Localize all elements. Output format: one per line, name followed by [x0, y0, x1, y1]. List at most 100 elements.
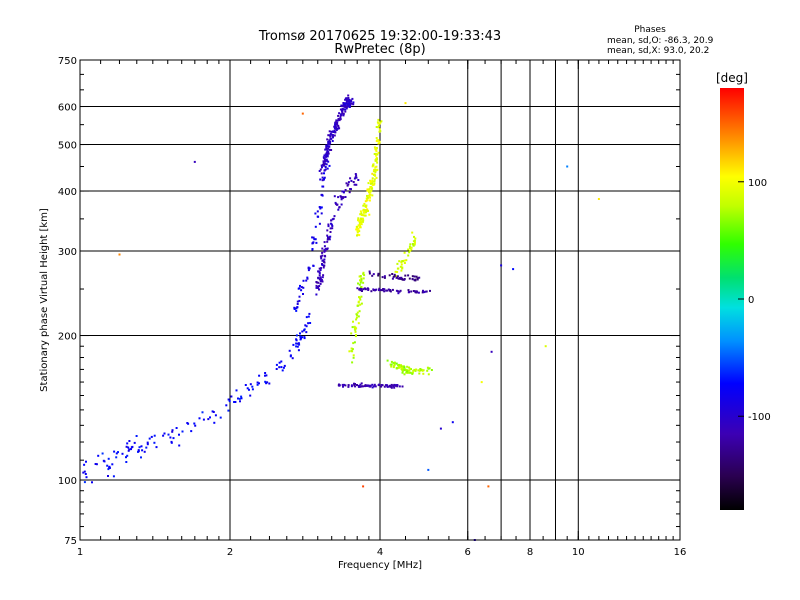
data-point: [324, 162, 327, 165]
data-point: [401, 267, 404, 270]
data-point: [355, 174, 358, 177]
data-point: [364, 384, 367, 387]
data-point: [359, 303, 362, 306]
data-point: [101, 452, 104, 455]
data-point: [336, 123, 338, 126]
data-point: [356, 287, 359, 290]
stats-o-line: mean, sd,O: -86.3, 20.9: [607, 36, 714, 46]
data-point: [343, 383, 346, 386]
data-point: [342, 105, 345, 108]
data-point: [295, 342, 298, 345]
data-point: [377, 126, 380, 129]
data-point: [125, 445, 128, 448]
data-point: [317, 287, 320, 289]
data-point: [330, 219, 333, 222]
data-point: [383, 290, 386, 293]
data-point: [321, 179, 324, 182]
data-point: [329, 137, 332, 140]
y-tick-label: 75: [64, 536, 77, 547]
data-point: [354, 330, 357, 333]
data-point: [324, 168, 327, 171]
data-point: [322, 160, 325, 163]
data-point: [403, 366, 406, 369]
data-point: [304, 324, 307, 327]
data-point: [321, 251, 324, 254]
data-point: [348, 102, 351, 105]
data-point: [121, 452, 124, 455]
data-point: [346, 105, 349, 108]
data-point: [344, 98, 347, 101]
data-point: [364, 210, 367, 213]
data-point: [307, 315, 310, 318]
data-point: [364, 211, 367, 214]
data-point: [376, 161, 379, 164]
data-point: [412, 240, 415, 243]
data-point: [357, 282, 359, 285]
data-point: [392, 361, 395, 364]
data-point: [373, 173, 376, 176]
data-point: [303, 328, 306, 331]
data-point: [360, 279, 363, 282]
data-point: [362, 214, 365, 217]
data-point: [145, 446, 148, 449]
data-point: [227, 398, 230, 401]
data-point: [360, 382, 363, 385]
data-point: [350, 100, 353, 103]
data-point: [314, 238, 317, 241]
data-point: [358, 234, 361, 237]
data-point: [360, 221, 362, 224]
colorbar-tick-label: -100: [748, 412, 771, 423]
data-point: [344, 384, 347, 387]
data-point: [331, 218, 334, 221]
data-point: [418, 276, 421, 279]
data-point: [355, 228, 358, 231]
data-point: [352, 342, 355, 345]
data-point: [371, 187, 374, 190]
data-point: [396, 385, 399, 388]
data-point: [500, 264, 503, 267]
data-point: [359, 223, 362, 225]
data-point: [335, 203, 338, 206]
data-point: [364, 209, 367, 212]
data-point: [302, 293, 304, 295]
data-point: [321, 276, 324, 279]
data-point: [118, 253, 121, 256]
data-point: [358, 296, 361, 299]
data-point: [339, 118, 342, 121]
data-point: [356, 225, 359, 228]
data-point: [395, 276, 398, 279]
data-point: [373, 178, 376, 181]
data-point: [408, 277, 411, 280]
data-point: [414, 241, 416, 244]
data-point: [314, 225, 317, 228]
data-point: [297, 349, 300, 352]
data-point: [301, 330, 304, 333]
data-point: [374, 159, 377, 162]
data-point: [296, 303, 299, 305]
data-point: [347, 181, 350, 184]
chart-subtitle: RwPretec (8p): [334, 42, 425, 57]
x-tick-label: 1: [77, 547, 83, 558]
data-point: [275, 363, 278, 366]
data-point: [342, 114, 345, 117]
data-point: [357, 300, 360, 303]
data-point: [289, 354, 292, 357]
data-point: [108, 465, 111, 468]
data-point: [411, 243, 414, 245]
data-point: [169, 436, 172, 439]
data-point: [333, 134, 336, 137]
data-point: [359, 226, 362, 229]
data-point: [368, 193, 371, 196]
data-point: [113, 450, 116, 453]
data-point: [403, 262, 406, 264]
data-point: [356, 234, 358, 237]
data-point: [375, 150, 378, 153]
data-point: [335, 119, 338, 122]
data-point: [359, 383, 362, 386]
data-point: [298, 295, 301, 298]
data-point: [307, 322, 310, 325]
data-point: [146, 441, 149, 444]
data-point: [355, 316, 358, 319]
data-point: [329, 135, 332, 138]
data-point: [398, 385, 401, 388]
